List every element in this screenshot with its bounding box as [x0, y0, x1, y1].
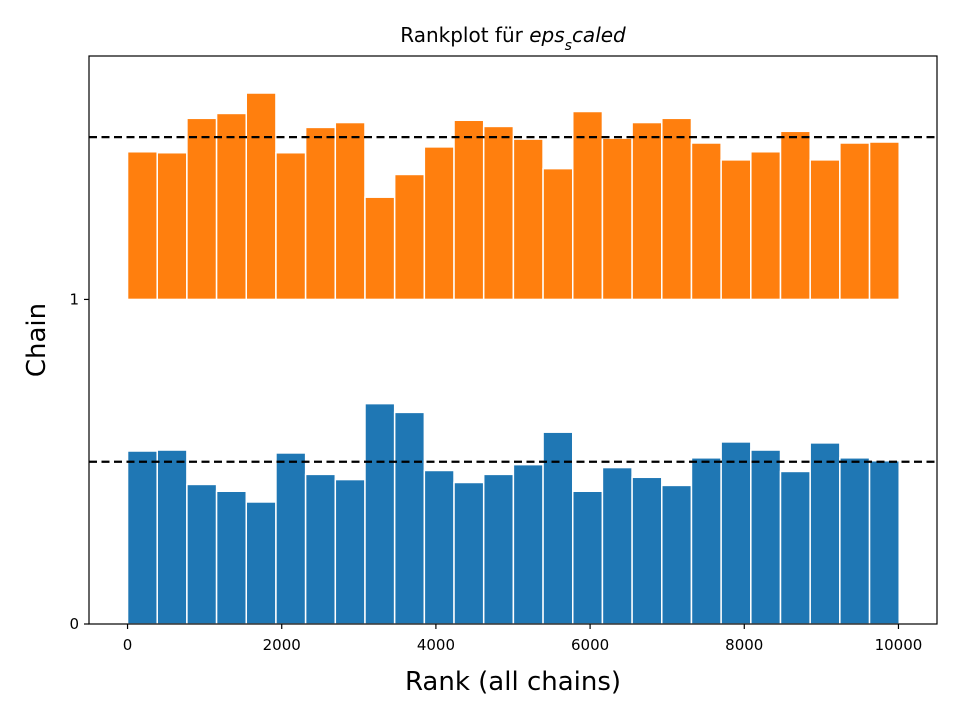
bar-chain0-bin17 — [601, 466, 633, 625]
bar-chain0-bin26 — [868, 459, 900, 625]
bar-chain1-bin4 — [215, 112, 248, 301]
bar-chain1-bin12 — [453, 119, 485, 301]
y-axis-ticks: 01 — [69, 290, 89, 633]
y-tick-label: 0 — [69, 615, 79, 633]
chart-title: Rankplot für epsscaled — [400, 23, 626, 54]
reference-lines-layer — [89, 136, 937, 463]
bar-chain1-bin7 — [304, 126, 337, 301]
bar-chain1-bin20 — [690, 142, 722, 301]
bar-chain1-bin25 — [839, 142, 871, 301]
x-tick-label: 10000 — [875, 636, 923, 654]
x-tick-label: 6000 — [571, 636, 609, 654]
bar-chain1-bin26 — [868, 141, 900, 301]
bar-chain0-bin25 — [839, 457, 871, 625]
bar-chain1-bin9 — [364, 196, 396, 301]
bar-chain0-bin19 — [661, 484, 693, 625]
chart-title-prefix: Rankplot für — [400, 23, 529, 47]
bar-chain1-bin3 — [186, 117, 218, 301]
x-tick-label: 8000 — [725, 636, 763, 654]
bar-chain1-bin13 — [482, 125, 515, 301]
chart-title-base: eps — [529, 23, 564, 47]
bar-chain1-bin24 — [809, 159, 841, 301]
bar-chain1-bin17 — [601, 137, 633, 301]
bar-chain0-bin3 — [186, 483, 218, 625]
bar-chain1-bin22 — [750, 150, 782, 301]
bar-chain0-bin1 — [126, 450, 158, 625]
x-tick-label: 2000 — [263, 636, 301, 654]
bar-chain0-bin24 — [809, 442, 841, 625]
bar-chain0-bin21 — [720, 441, 752, 625]
y-axis-label: Chain — [22, 303, 52, 377]
bar-chain1-bin1 — [126, 150, 158, 301]
bar-chain0-bin13 — [482, 473, 515, 625]
bar-chain0-bin14 — [512, 463, 544, 625]
x-axis-ticks: 0 2000 4000 6000 8000 10000 — [123, 624, 923, 654]
bar-chain0-bin8 — [334, 478, 366, 625]
x-tick-label: 0 — [123, 636, 133, 654]
bar-chain0-bin9 — [364, 402, 396, 625]
x-axis-label: Rank (all chains) — [405, 667, 621, 697]
bar-chain0-bin5 — [245, 501, 277, 625]
bar-chain0-bin4 — [215, 490, 248, 625]
bar-chain1-bin21 — [720, 159, 752, 301]
chart-title-subscript: s — [565, 38, 572, 54]
bar-chain1-bin10 — [393, 173, 426, 301]
bar-chain0-bin23 — [779, 470, 811, 625]
y-tick-label: 1 — [69, 290, 79, 308]
chart-title-suffix: caled — [572, 23, 626, 47]
bar-chain1-bin18 — [631, 121, 663, 301]
bar-chain0-bin20 — [690, 457, 722, 625]
bar-chain1-bin14 — [512, 138, 544, 301]
bar-chain1-bin2 — [156, 151, 188, 301]
bar-chain0-bin10 — [393, 411, 426, 625]
bar-chain1-bin15 — [542, 167, 574, 301]
plot-frame — [88, 55, 938, 625]
bar-chain1-bin5 — [245, 92, 277, 301]
bar-chain1-bin6 — [275, 151, 307, 301]
bar-chain1-bin16 — [571, 110, 604, 301]
bar-chain0-bin2 — [156, 449, 188, 625]
x-tick-label: 4000 — [417, 636, 455, 654]
bar-chain0-bin18 — [631, 476, 663, 625]
bar-chain1-bin8 — [334, 121, 366, 301]
bar-chain0-bin12 — [453, 481, 485, 625]
bar-chain0-bin15 — [542, 431, 574, 625]
bar-chain0-bin7 — [304, 473, 337, 625]
bar-chain1-bin19 — [661, 117, 693, 301]
bar-chain1-bin11 — [423, 146, 455, 301]
bar-chain0-bin22 — [750, 449, 782, 625]
bar-chain0-bin6 — [275, 452, 307, 625]
bar-chain1-bin23 — [779, 130, 811, 301]
bar-chain0-bin11 — [423, 469, 455, 625]
bar-chain0-bin16 — [571, 490, 604, 625]
bars-layer — [126, 92, 900, 625]
